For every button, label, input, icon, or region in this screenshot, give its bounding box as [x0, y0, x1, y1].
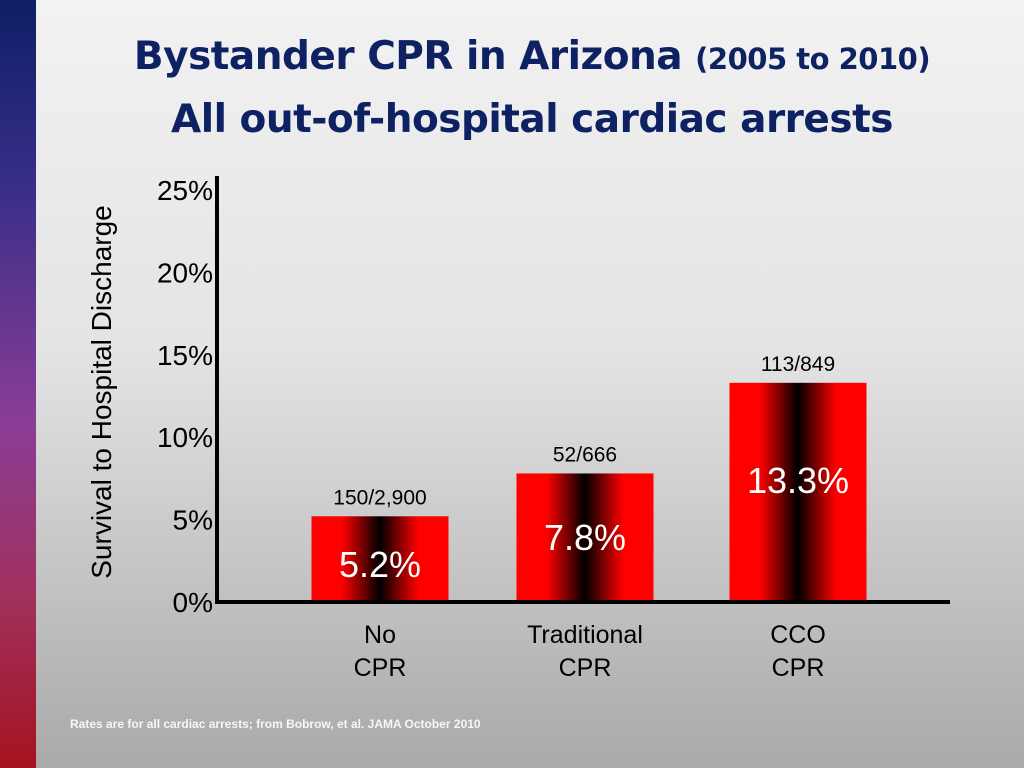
- y-tick-label: 15%: [157, 340, 213, 371]
- source-footnote: Rates are for all cardiac arrests; from …: [70, 717, 481, 731]
- y-tick-label: 5%: [173, 505, 213, 536]
- bar-count-label: 52/666: [553, 443, 617, 466]
- bars: 150/2,900 5.2% 52/666 7.8% 113/849 13.3%: [311, 353, 867, 602]
- y-axis: 0% 5% 10% 15% 20% 25% Survival to Hospital Dis…: [86, 175, 219, 618]
- bar-value-label: 13.3%: [747, 460, 849, 501]
- x-category-label: CPR: [559, 654, 612, 682]
- bar-value-label: 7.8%: [544, 517, 626, 558]
- y-axis-title: Survival to Hospital Discharge: [86, 205, 117, 579]
- y-tick-label: 10%: [157, 422, 213, 453]
- y-tick-label: 0%: [173, 587, 213, 618]
- chart-title: Bystander CPR in Arizona (2005 to 2010): [40, 34, 1024, 79]
- title-years: (2005 to 2010): [695, 42, 931, 76]
- x-axis: No CPR Traditional CPR CCO CPR: [215, 600, 950, 682]
- bar-count-label: 113/849: [761, 353, 835, 376]
- side-color-band: [0, 0, 36, 768]
- y-tick-label: 20%: [157, 257, 213, 288]
- y-tick-label: 25%: [157, 175, 213, 206]
- bar: [729, 382, 867, 602]
- x-category-label: No: [364, 621, 396, 649]
- bar: [311, 516, 449, 602]
- x-category-label: CPR: [354, 654, 407, 682]
- x-category-label: CPR: [772, 654, 825, 682]
- x-category-label: Traditional: [527, 621, 643, 649]
- title-main: Bystander CPR in Arizona: [133, 34, 683, 79]
- x-category-label: CCO: [770, 621, 826, 649]
- bar-count-label: 150/2,900: [333, 486, 426, 509]
- chart-subtitle: All out-of-hospital cardiac arrests: [171, 97, 893, 142]
- bar-value-label: 5.2%: [339, 544, 421, 585]
- bar: [516, 473, 654, 602]
